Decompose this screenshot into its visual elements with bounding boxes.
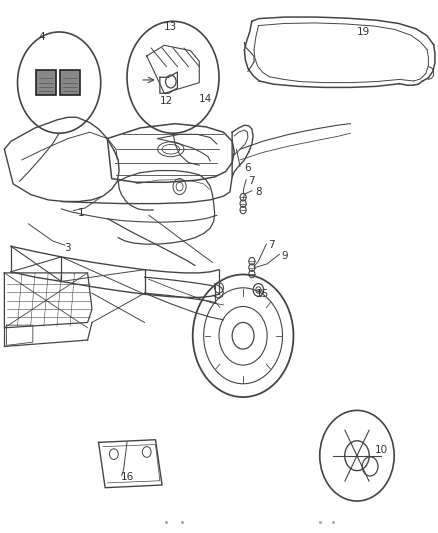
FancyBboxPatch shape bbox=[60, 70, 80, 95]
Text: 4: 4 bbox=[38, 33, 45, 42]
Text: 12: 12 bbox=[160, 96, 173, 106]
Text: 3: 3 bbox=[64, 243, 71, 253]
Text: 1: 1 bbox=[78, 208, 85, 218]
Text: 7: 7 bbox=[248, 176, 255, 186]
Text: 7: 7 bbox=[268, 240, 275, 250]
Text: 13: 13 bbox=[164, 22, 177, 31]
Text: 6: 6 bbox=[244, 163, 251, 173]
Text: 9: 9 bbox=[281, 251, 288, 261]
Text: 8: 8 bbox=[255, 187, 262, 197]
FancyBboxPatch shape bbox=[36, 70, 56, 95]
Text: 15: 15 bbox=[256, 289, 269, 299]
Text: 14: 14 bbox=[199, 94, 212, 103]
Text: 19: 19 bbox=[357, 27, 370, 37]
Text: 10: 10 bbox=[374, 446, 388, 455]
Text: 16: 16 bbox=[120, 472, 134, 482]
